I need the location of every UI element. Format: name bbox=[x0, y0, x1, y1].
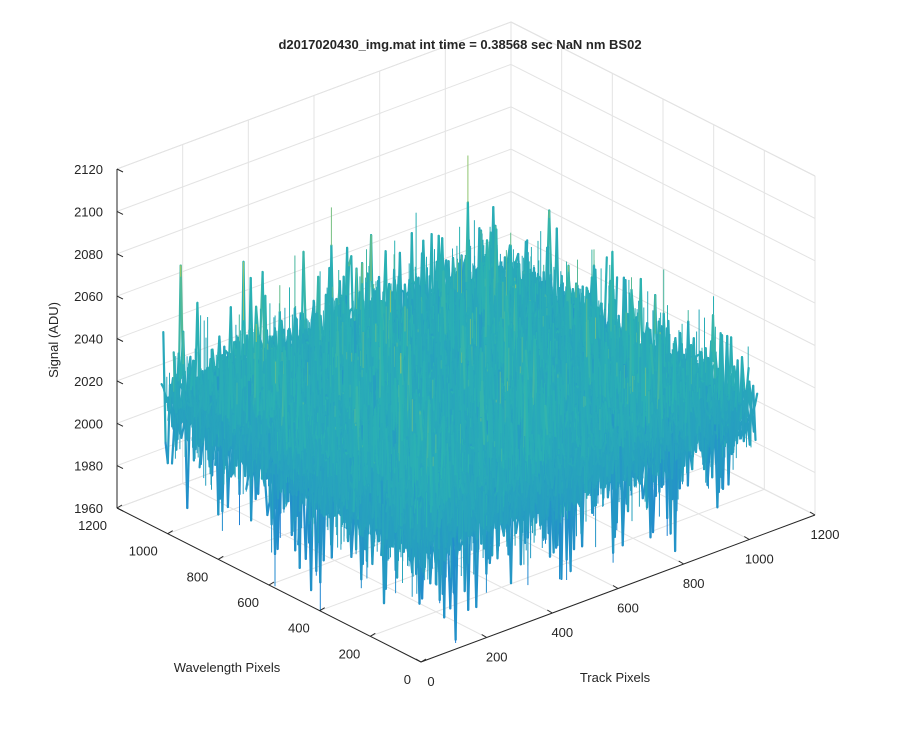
grid-line bbox=[116, 106, 512, 255]
grid-line bbox=[510, 233, 816, 389]
grid-line bbox=[510, 106, 816, 262]
grid-line bbox=[116, 63, 512, 212]
grid-line bbox=[510, 21, 816, 177]
grid-line bbox=[510, 148, 816, 304]
grid-line bbox=[116, 21, 512, 170]
surface-segment bbox=[162, 331, 167, 444]
grid-line bbox=[116, 148, 512, 297]
surface-segment bbox=[196, 301, 201, 385]
grid-line bbox=[370, 488, 765, 637]
surface-segment bbox=[170, 425, 176, 465]
grid-line bbox=[510, 191, 816, 346]
grid-line bbox=[510, 63, 816, 219]
surface bbox=[160, 155, 759, 643]
